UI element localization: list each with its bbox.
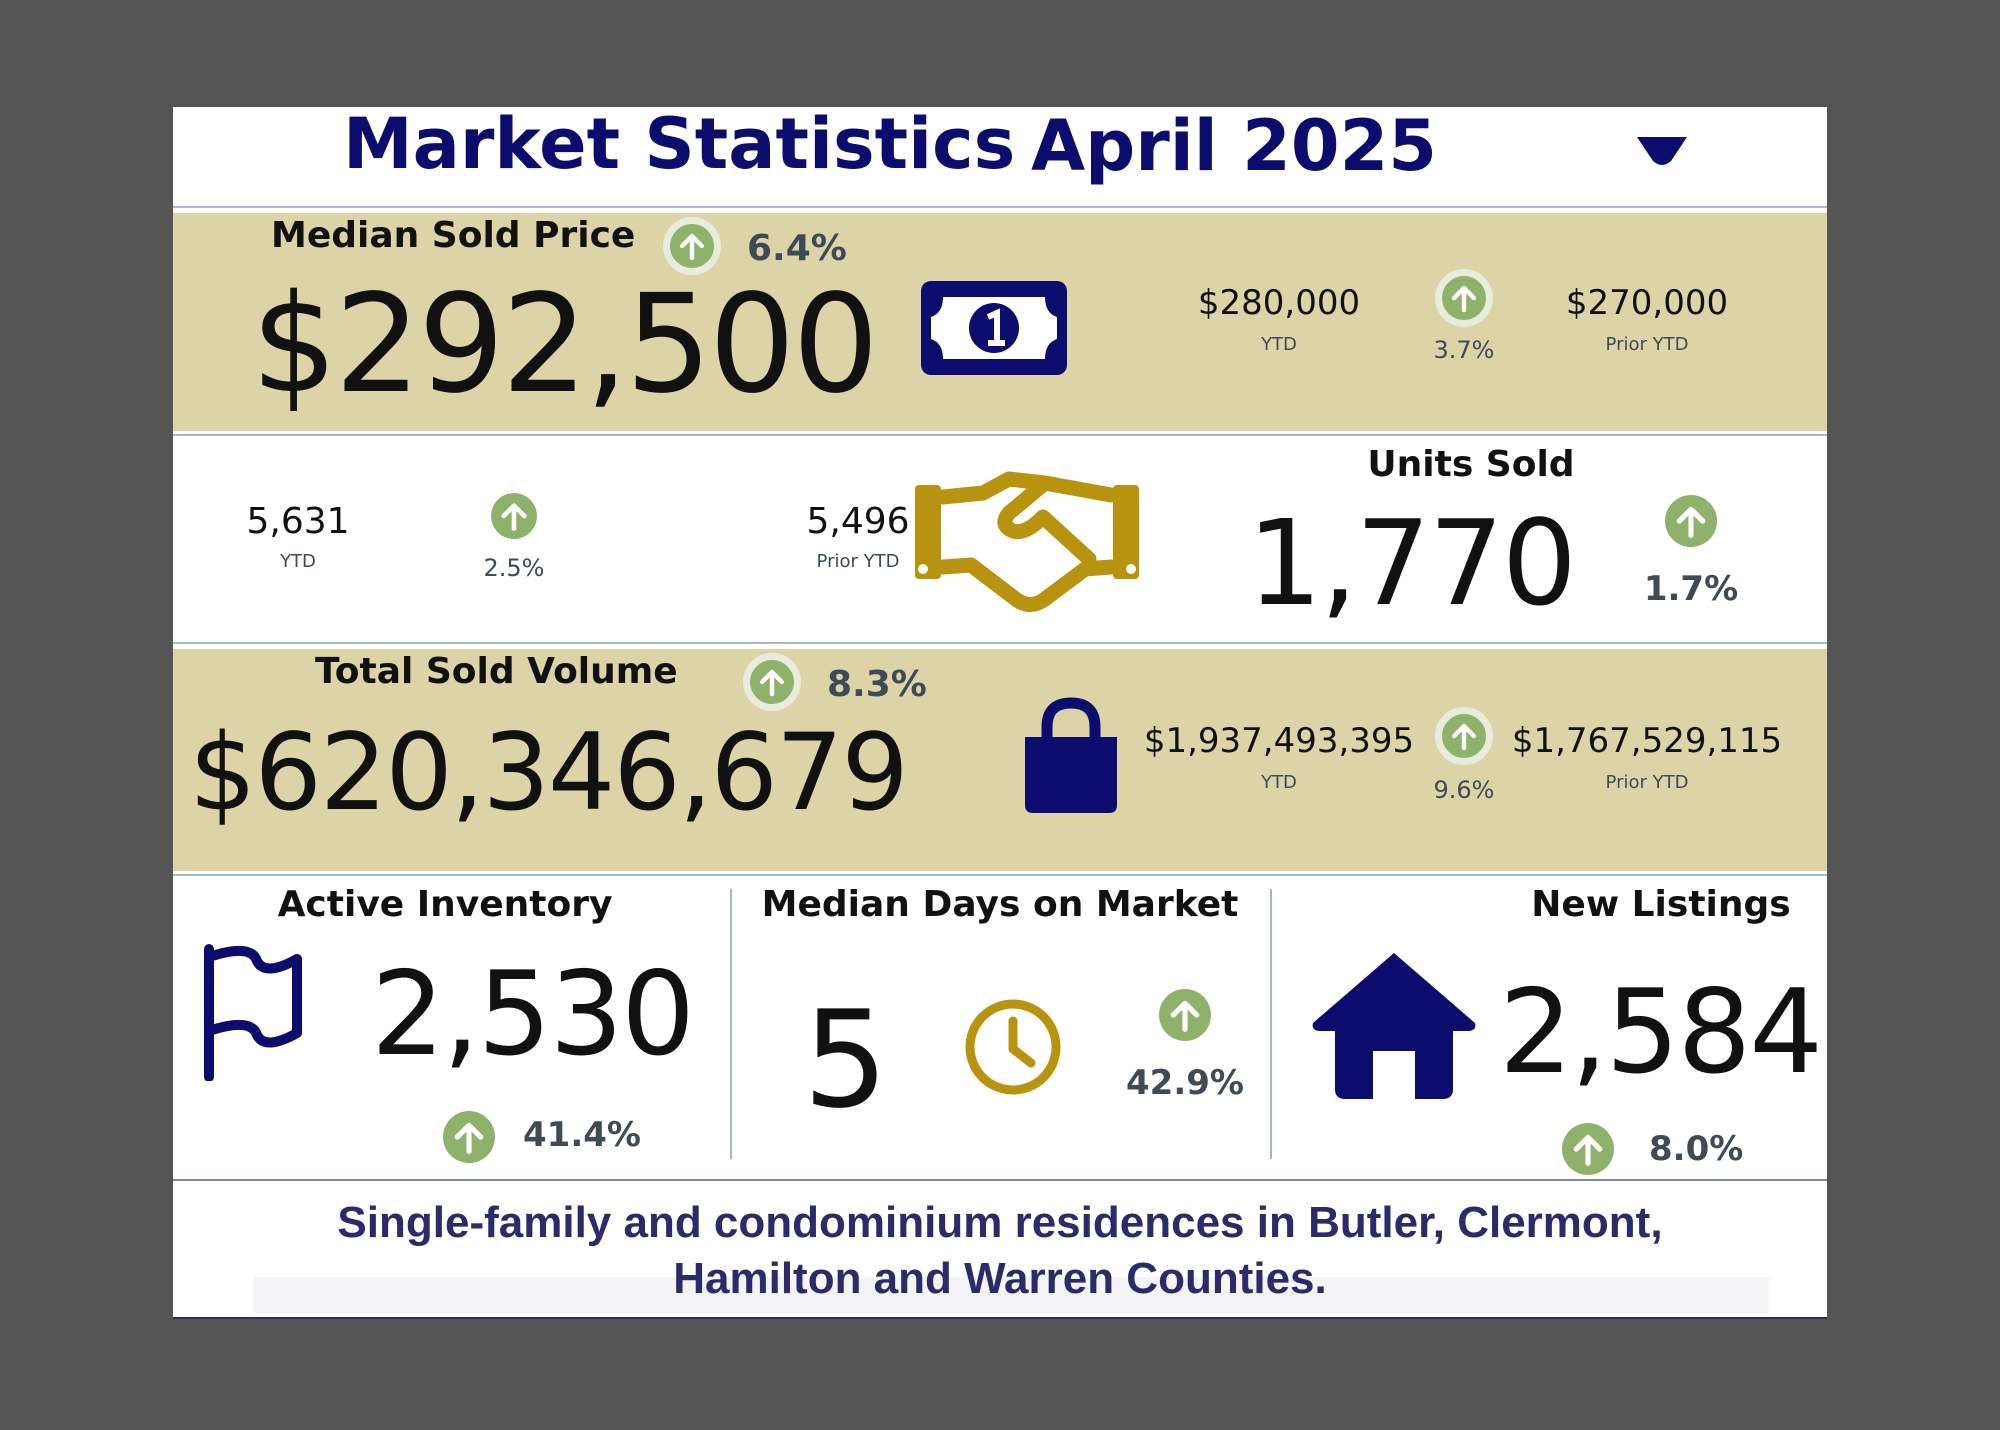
median-sold-price-prior-ytd-value: $270,000 xyxy=(1565,283,1729,323)
median-sold-price-value: $292,500 xyxy=(251,266,879,424)
total-sold-volume-value: $620,346,679 xyxy=(189,711,909,834)
dollar-bill-icon xyxy=(913,273,1075,383)
total-sold-volume-label: Total Sold Volume xyxy=(315,651,678,692)
up-arrow-icon xyxy=(443,1111,495,1163)
active-inventory-value: 2,530 xyxy=(371,947,695,1082)
units-sold-ytd-label: YTD xyxy=(280,551,316,572)
total-sold-volume-prior-ytd-value: $1,767,529,115 xyxy=(1511,721,1783,761)
median-sold-price-ytd-value: $280,000 xyxy=(1197,283,1361,323)
footer-note-line-1: Single-family and condominium residences… xyxy=(337,1198,1663,1247)
new-listings-change: 8.0% xyxy=(1649,1129,1744,1169)
total-sold-volume-prior-ytd-label: Prior YTD xyxy=(1605,772,1689,793)
handshake-icon xyxy=(913,469,1141,613)
median-days-on-market-value: 5 xyxy=(803,982,889,1138)
market-statistics-card: Market Statistics April 2025 Median Sold… xyxy=(173,107,1827,1319)
units-sold-ytd-value: 5,631 xyxy=(246,501,350,542)
median-sold-price-prior-ytd-label: Prior YTD xyxy=(1605,334,1689,355)
new-listings-value: 2,584 xyxy=(1499,965,1823,1100)
up-arrow-icon xyxy=(1562,1123,1614,1175)
up-arrow-icon xyxy=(743,653,801,711)
flag-icon xyxy=(201,943,305,1082)
units-sold-prior-ytd-value: 5,496 xyxy=(806,501,910,542)
card-bottom-border xyxy=(173,1317,1827,1319)
active-inventory-change: 41.4% xyxy=(523,1115,641,1155)
median-days-on-market-change: 42.9% xyxy=(1126,1063,1244,1103)
page-title: Market Statistics xyxy=(343,107,1016,185)
median-sold-price-ytd-label: YTD xyxy=(1261,334,1297,355)
median-days-on-market-label: Median Days on Market xyxy=(761,884,1239,925)
divider xyxy=(173,642,1827,644)
divider xyxy=(173,434,1827,436)
up-arrow-icon xyxy=(1435,707,1493,765)
total-sold-volume-ytd-change: 9.6% xyxy=(1433,776,1495,804)
up-arrow-icon xyxy=(1435,269,1493,327)
footer-note-line-2: Hamilton and Warren Counties. xyxy=(673,1254,1327,1303)
clock-icon xyxy=(963,997,1063,1097)
house-icon xyxy=(1311,949,1477,1101)
new-listings-label: New Listings xyxy=(1531,884,1791,925)
up-arrow-icon xyxy=(663,217,721,275)
up-arrow-icon xyxy=(1665,495,1717,547)
divider xyxy=(173,874,1827,876)
up-arrow-icon xyxy=(1159,989,1211,1041)
divider xyxy=(730,889,732,1159)
median-sold-price-change: 6.4% xyxy=(747,228,847,269)
median-sold-price-label: Median Sold Price xyxy=(271,215,636,256)
total-sold-volume-ytd-label: YTD xyxy=(1261,772,1297,793)
caret-down-icon[interactable] xyxy=(1635,135,1689,169)
up-arrow-icon xyxy=(491,493,537,539)
divider xyxy=(173,1179,1827,1181)
shopping-bag-icon xyxy=(1017,697,1125,815)
units-sold-prior-ytd-label: Prior YTD xyxy=(816,551,900,572)
active-inventory-label: Active Inventory xyxy=(277,884,613,925)
period-select-value[interactable]: April 2025 xyxy=(1031,107,1437,187)
median-sold-price-ytd-change: 3.7% xyxy=(1433,336,1495,364)
units-sold-ytd-change: 2.5% xyxy=(483,554,545,582)
units-sold-change: 1.7% xyxy=(1643,569,1739,609)
footer-note-background xyxy=(253,1277,1769,1313)
divider xyxy=(1270,889,1272,1159)
units-sold-value: 1,770 xyxy=(1247,494,1577,632)
total-sold-volume-panel xyxy=(173,649,1827,871)
total-sold-volume-ytd-value: $1,937,493,395 xyxy=(1143,721,1415,761)
total-sold-volume-change: 8.3% xyxy=(827,664,927,705)
units-sold-label: Units Sold xyxy=(1367,444,1575,485)
divider xyxy=(173,206,1827,208)
